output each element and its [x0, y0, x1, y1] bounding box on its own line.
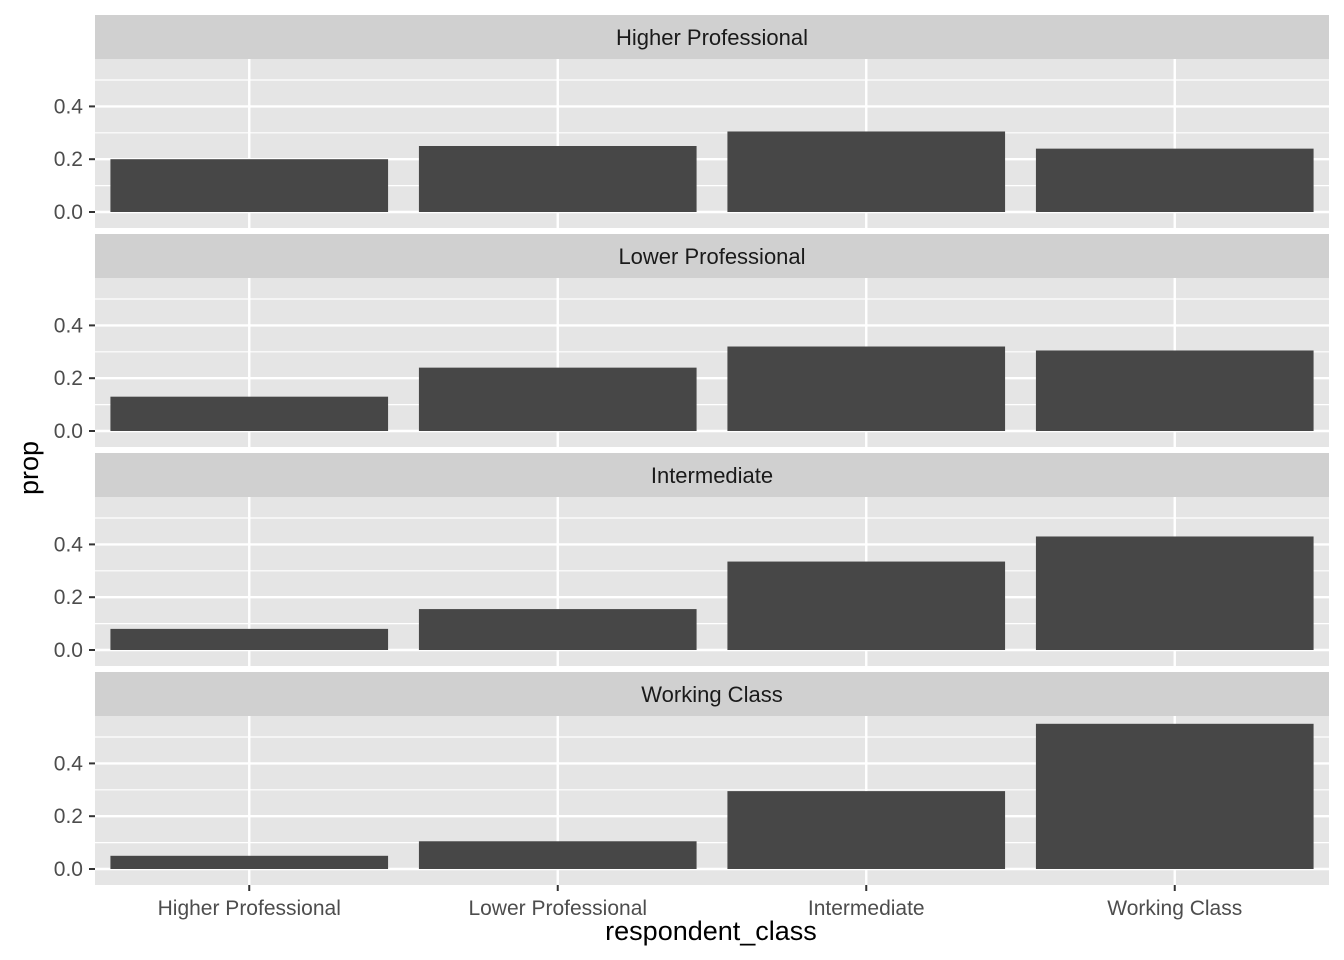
- y-tick-label: 0.4: [54, 752, 84, 775]
- facet-panel: Intermediate 0.0 0.2 0.4: [54, 453, 1329, 666]
- y-tick-label: 0.0: [54, 420, 83, 443]
- y-tick-label: 0.0: [54, 201, 83, 224]
- facet-strip: [95, 453, 1329, 497]
- facet-strip-label: Working Class: [641, 682, 782, 707]
- facet-strip: [95, 234, 1329, 278]
- facet-strip: [95, 672, 1329, 716]
- y-tick-label: 0.2: [54, 148, 83, 171]
- bar: [110, 855, 389, 869]
- bar: [110, 396, 389, 431]
- y-tick-label: 0.2: [54, 367, 83, 390]
- x-axis-title: respondent_class: [605, 916, 817, 946]
- x-tick-label: Lower Professional: [468, 897, 647, 920]
- facet-strip-label: Higher Professional: [616, 25, 808, 50]
- bar: [727, 791, 1006, 869]
- bar: [418, 146, 697, 212]
- facet-panel: Working Class 0.0 0.2 0.4: [54, 672, 1329, 885]
- facet-panel: Higher Professional 0.0 0.2 0.4: [54, 15, 1329, 228]
- y-tick-label: 0.4: [54, 314, 84, 337]
- y-tick-label: 0.0: [54, 858, 83, 881]
- x-tick-label: Higher Professional: [158, 897, 341, 920]
- bar: [1035, 536, 1314, 650]
- bar: [727, 346, 1006, 431]
- bar: [727, 561, 1006, 650]
- bar: [1035, 148, 1314, 212]
- bar: [1035, 350, 1314, 431]
- bar: [727, 131, 1006, 212]
- bar: [1035, 723, 1314, 869]
- bar: [110, 628, 389, 650]
- facet-panel: Lower Professional 0.0 0.2 0.4: [54, 234, 1329, 447]
- y-tick-label: 0.2: [54, 805, 83, 828]
- y-tick-label: 0.2: [54, 586, 83, 609]
- x-tick-label: Intermediate: [808, 897, 925, 920]
- bar: [110, 159, 389, 212]
- bar: [418, 609, 697, 650]
- y-tick-label: 0.0: [54, 639, 83, 662]
- bar: [418, 841, 697, 869]
- y-axis-title: prop: [14, 441, 44, 495]
- y-tick-label: 0.4: [54, 95, 84, 118]
- bar: [418, 367, 697, 431]
- facet-strip: [95, 15, 1329, 59]
- x-axis: Higher Professional Lower Professional Int…: [158, 885, 1242, 920]
- facet-strip-label: Lower Professional: [618, 244, 805, 269]
- facet-strip-label: Intermediate: [651, 463, 773, 488]
- y-tick-label: 0.4: [54, 533, 84, 556]
- x-tick-label: Working Class: [1107, 897, 1242, 920]
